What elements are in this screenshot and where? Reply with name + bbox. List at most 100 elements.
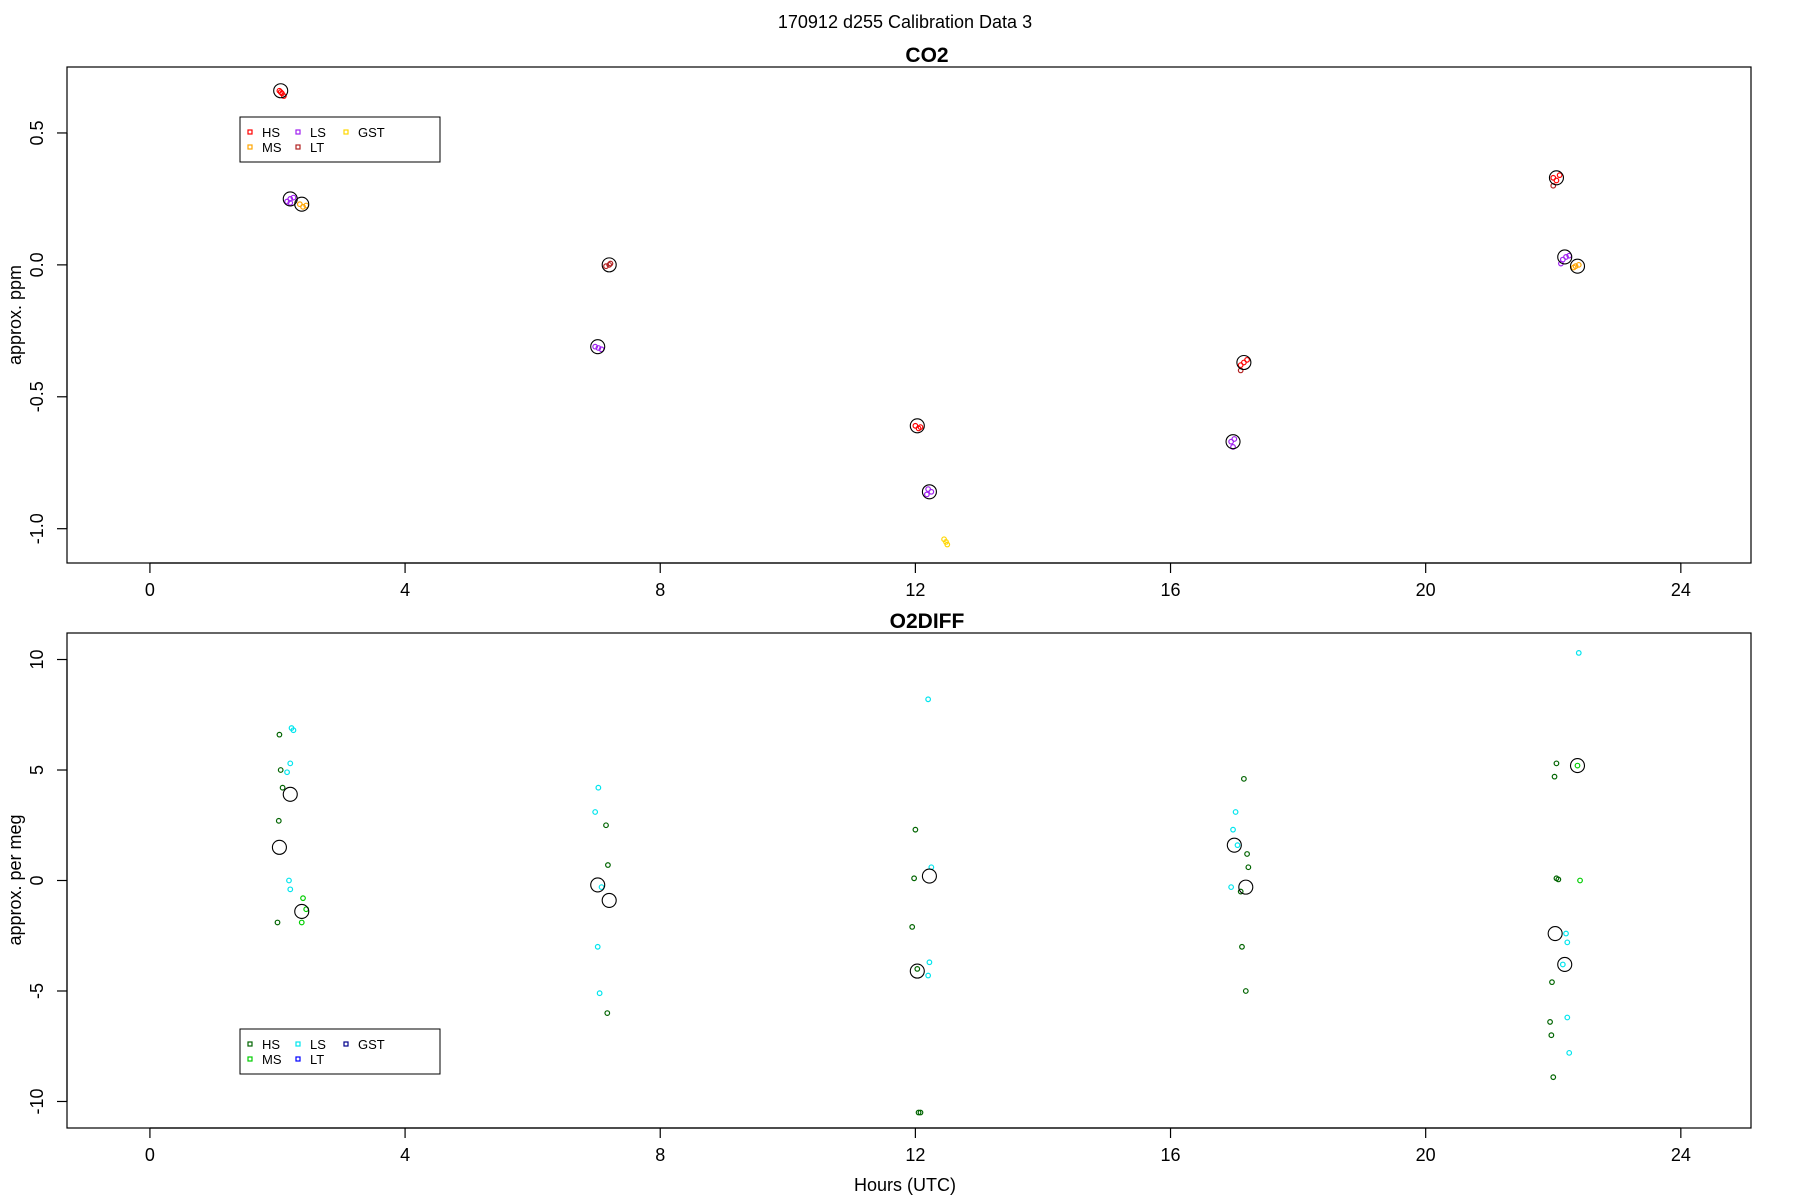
x-tick-label: 12: [905, 580, 925, 600]
legend-marker-ms: [247, 144, 253, 150]
y-tick-label: 0: [27, 875, 47, 885]
point-mean: [1569, 758, 1586, 774]
point-hs: [1237, 362, 1244, 369]
point-lt: [603, 263, 609, 270]
point-hs: [1244, 851, 1250, 857]
co2-y-axis: -1.0 -0.5 0.0 0.5: [27, 120, 68, 544]
point-hs: [277, 89, 284, 95]
point-mean: [273, 83, 289, 99]
point-ls: [1232, 809, 1239, 815]
legend-label-ls: LS: [310, 1037, 326, 1052]
point-ls: [287, 760, 294, 767]
point-hs: [603, 822, 609, 829]
x-tick-label: 24: [1671, 1145, 1691, 1165]
legend-label-gst: GST: [358, 1037, 385, 1052]
point-ls: [592, 343, 599, 350]
point-ls: [286, 877, 292, 884]
point-hs: [915, 1109, 922, 1116]
x-tick-label: 8: [655, 1145, 665, 1165]
point-hs: [274, 919, 281, 926]
co2-ylabel: approx. ppm: [5, 265, 25, 365]
o2diff-marks: [271, 649, 1586, 1116]
point-mean: [1557, 956, 1573, 973]
point-hs: [280, 93, 287, 99]
point-lt: [1237, 367, 1244, 374]
o2diff-y-axis: -10 -5 0 5 10: [27, 650, 68, 1114]
legend-marker-gst: [343, 1041, 349, 1047]
point-hs: [914, 965, 921, 972]
point-hs: [1242, 988, 1249, 994]
x-tick-label: 24: [1671, 580, 1691, 600]
point-mean: [1548, 170, 1564, 186]
point-hs: [917, 424, 924, 431]
legend-label-gst: GST: [358, 125, 385, 140]
x-tick-label: 16: [1161, 580, 1181, 600]
point-hs: [1553, 177, 1560, 184]
point-ls: [287, 199, 294, 206]
point-hs: [275, 817, 282, 824]
point-hs: [909, 924, 916, 930]
o2diff-panel: O2DIFF approx. per meg -10 -5 0 5 10 0 4 8 12 16…: [5, 610, 1752, 1165]
point-hs: [276, 731, 283, 738]
point-ls: [290, 194, 297, 201]
legend-label-ms: MS: [262, 140, 282, 155]
x-tick-label: 4: [400, 1145, 410, 1165]
point-ls: [1231, 436, 1238, 442]
co2-marks: [273, 83, 1586, 548]
point-gst: [944, 541, 951, 548]
point-hs: [1547, 1019, 1553, 1025]
point-ls: [287, 196, 294, 202]
point-mean: [1569, 258, 1586, 274]
x-tick-label: 4: [400, 580, 410, 600]
point-mean: [909, 963, 925, 979]
legend-marker-ms: [247, 1056, 253, 1062]
co2-x-axis: 0 4 8 12 16 20 24: [145, 562, 1691, 600]
point-mean: [294, 903, 310, 919]
x-tick-label: 12: [905, 1145, 925, 1165]
point-mean: [921, 868, 937, 884]
figure-title: 170912 d255 Calibration Data 3: [778, 12, 1032, 32]
point-hs: [1244, 356, 1250, 363]
point-ms: [300, 895, 306, 902]
point-ls: [592, 809, 599, 815]
point-mean: [909, 418, 925, 434]
y-tick-label: 10: [27, 650, 47, 670]
point-lt: [606, 261, 613, 268]
point-hs: [279, 784, 286, 791]
point-hs: [1550, 1074, 1557, 1081]
point-ls: [1234, 842, 1241, 849]
point-hs: [604, 1010, 611, 1016]
legend-marker-hs: [247, 129, 253, 135]
point-mean: [601, 892, 617, 908]
point-hs: [917, 1109, 924, 1116]
point-ls: [284, 769, 290, 776]
point-ls: [1559, 961, 1566, 968]
point-ls: [1566, 1049, 1573, 1056]
o2diff-x-axis: 0 4 8 12 16 20 24: [145, 1127, 1691, 1165]
point-ls: [1575, 649, 1582, 656]
point-hs: [1240, 775, 1247, 782]
point-mean: [1557, 249, 1573, 265]
point-mean: [590, 339, 606, 355]
point-hs: [1553, 760, 1560, 767]
legend-label-ms: MS: [262, 1052, 282, 1067]
point-ls: [923, 491, 930, 498]
point-ls: [594, 943, 601, 950]
legend-marker-lt: [295, 144, 301, 150]
point-mean: [294, 196, 310, 212]
legend-marker-ls: [295, 129, 301, 135]
point-mean: [601, 257, 617, 273]
point-ls: [1564, 939, 1571, 946]
point-hs: [911, 875, 918, 882]
point-hs: [1237, 888, 1244, 895]
point-mean: [1236, 354, 1252, 371]
point-lt: [1550, 182, 1557, 189]
y-tick-label: 0.0: [27, 252, 47, 277]
x-tick-label: 0: [145, 1145, 155, 1165]
point-mean: [1225, 434, 1241, 450]
point-hs: [605, 862, 611, 868]
y-tick-label: -0.5: [27, 381, 47, 412]
y-tick-label: 5: [27, 765, 47, 775]
